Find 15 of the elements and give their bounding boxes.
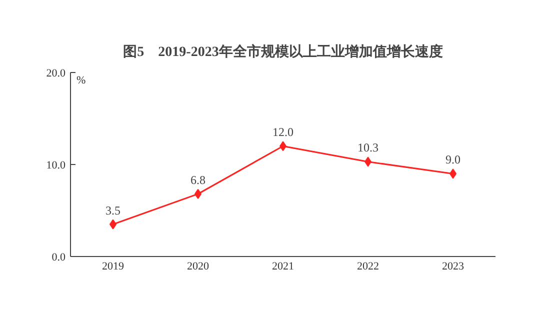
y-axis-title: % [76, 74, 86, 86]
y-tick-label: 0.0 [52, 252, 66, 264]
data-label: 9.0 [446, 152, 460, 167]
x-tick-label: 2021 [272, 260, 294, 272]
y-tick-label: 10.0 [46, 160, 66, 172]
data-label: 10.3 [358, 140, 378, 155]
x-tick-label: 2019 [102, 260, 124, 272]
data-label: 12.0 [272, 125, 294, 140]
data-label: 6.8 [190, 172, 206, 187]
x-tick-label: 2023 [442, 260, 464, 272]
data-label: 3.5 [106, 203, 120, 218]
chart-title: 图5 2019-2023年全市规模以上工业增加值增长速度 [123, 43, 443, 60]
x-tick-label: 2020 [187, 260, 210, 272]
x-tick-label: 2022 [357, 260, 379, 272]
y-tick-label: 20.0 [46, 68, 66, 80]
